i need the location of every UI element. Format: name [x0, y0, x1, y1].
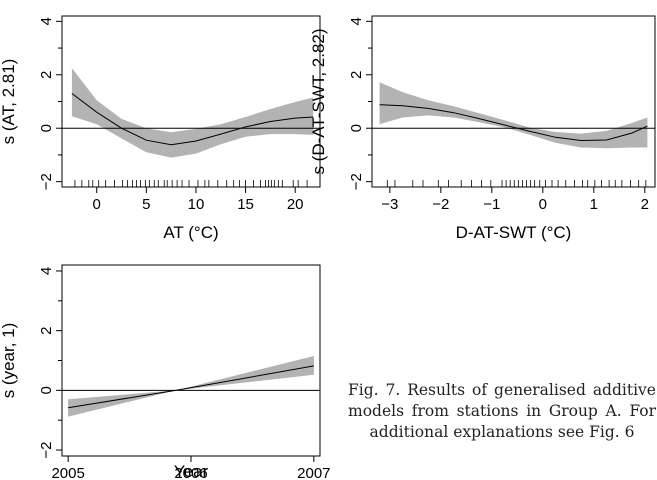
panel-d-at-swt: −3 −2 −1 0 1 2 −2 0 2 4 D-AT-SWT (°C) s (D-AT-SWT, … — [309, 15, 656, 242]
caption-line-3: in Group A. For additional — [369, 402, 656, 441]
x-tick-label: 2007 — [297, 465, 330, 480]
x-tick-label: 1 — [590, 196, 598, 213]
x-tick-label: 15 — [237, 196, 254, 213]
x-axis-label: Year — [174, 462, 209, 480]
x-tick-label: −1 — [483, 196, 500, 213]
x-tick-label: 5 — [142, 196, 150, 213]
y-tick-label: 0 — [348, 124, 365, 132]
y-tick-label: 2 — [38, 326, 55, 334]
confidence-band — [379, 82, 648, 149]
y-tick-label: 4 — [38, 17, 55, 25]
x-axis-label: D-AT-SWT (°C) — [456, 223, 572, 242]
confidence-band — [71, 68, 314, 158]
y-tick-label: 2 — [348, 71, 365, 79]
figure-caption: Fig. 7. Results of generalised additive … — [348, 380, 656, 443]
y-tick-label: −2 — [38, 441, 55, 458]
caption-line-2: additive models from stations — [348, 381, 656, 420]
y-tick-label: 4 — [38, 267, 55, 275]
y-tick-label: 2 — [38, 71, 55, 79]
x-axis-label: AT (°C) — [163, 223, 218, 242]
x-tick-label: 10 — [188, 196, 205, 213]
y-tick-label: 0 — [38, 124, 55, 132]
x-tick-label: 2005 — [51, 465, 84, 480]
fitted-line — [71, 93, 314, 146]
y-tick-label: 4 — [348, 17, 365, 25]
y-axis-label: s (year, 1) — [0, 323, 18, 399]
x-tick-label: −3 — [381, 196, 398, 213]
y-tick-label: 0 — [38, 386, 55, 394]
y-tick-label: −2 — [348, 173, 365, 190]
caption-line-1: Fig. 7. Results of generalised — [348, 381, 586, 399]
y-axis-label: s (AT, 2.81) — [0, 59, 18, 145]
x-tick-label: −2 — [432, 196, 449, 213]
plot-frame — [61, 264, 321, 457]
x-tick-label: 20 — [287, 196, 304, 213]
caption-line-4: explanations see Fig. 6 — [453, 423, 635, 441]
plot-frame — [61, 15, 321, 188]
panel-at: 0 5 10 15 20 −2 0 2 4 AT (°C) s (AT, 2.81) — [0, 15, 321, 242]
panel-year: 2005 2006 2007 −2 0 2 4 Year s (year, 1) — [0, 264, 331, 480]
confidence-band — [68, 356, 314, 417]
y-axis-label: s (D-AT-SWT, 2.82) — [309, 28, 328, 174]
y-tick-label: −2 — [38, 173, 55, 190]
x-tick-label: 0 — [93, 196, 101, 213]
x-tick-label: 2 — [641, 196, 649, 213]
x-tick-label: 0 — [539, 196, 547, 213]
x-tick-label: 2006 — [174, 465, 207, 480]
